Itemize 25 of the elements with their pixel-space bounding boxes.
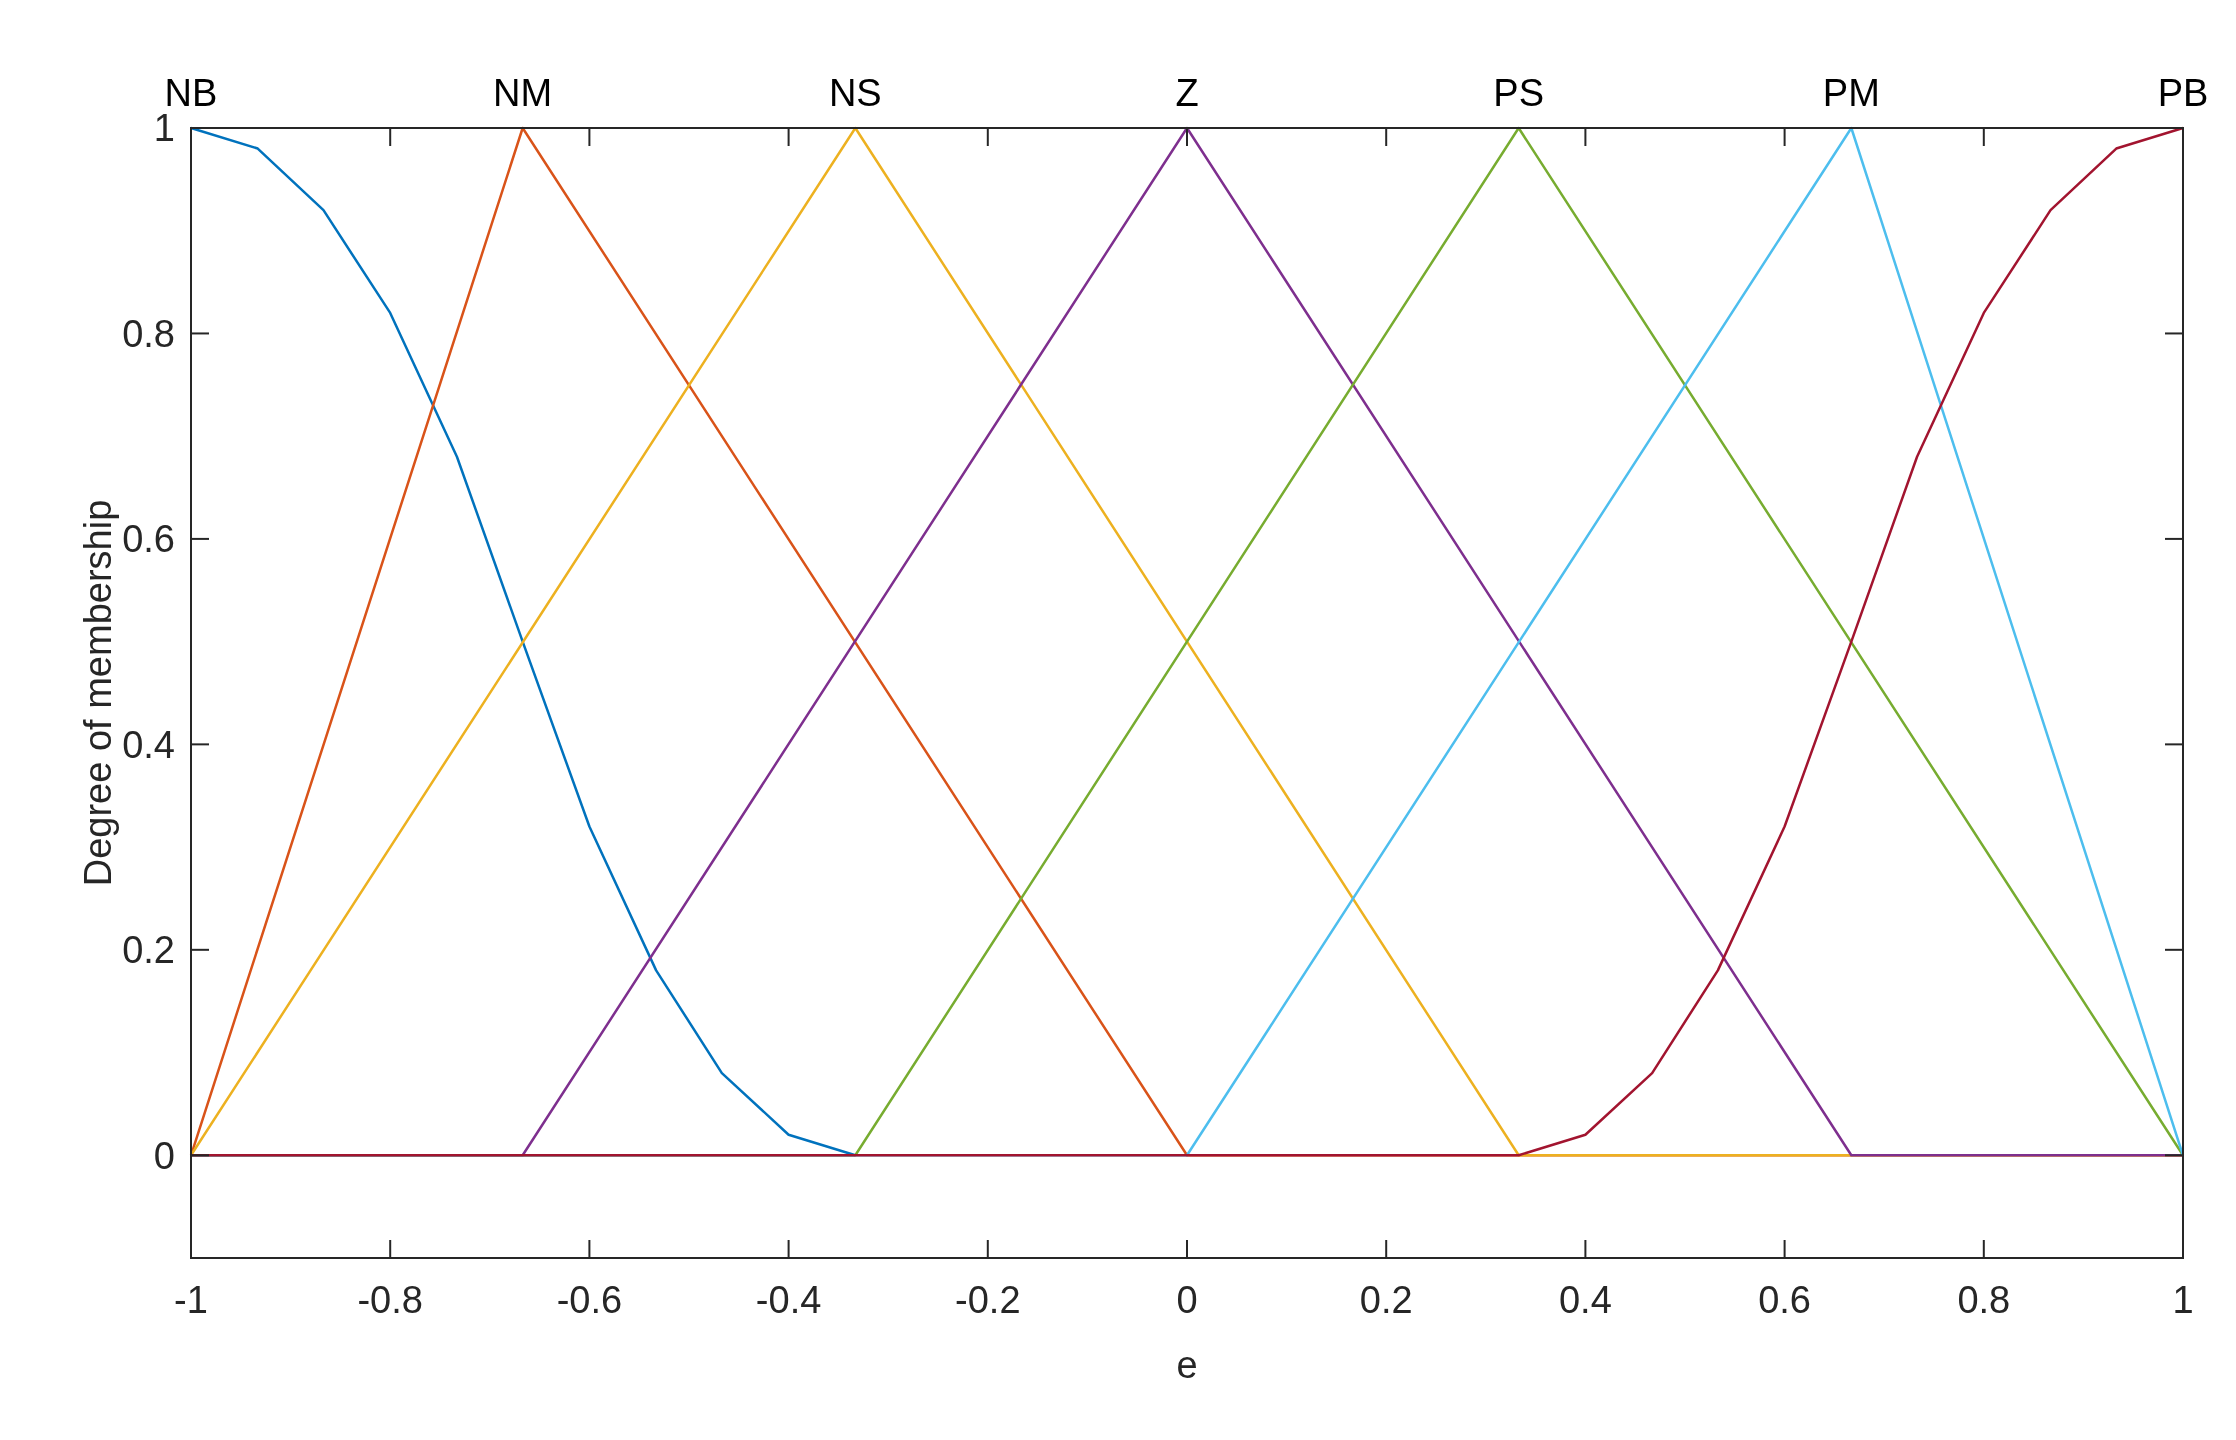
y-tick-label: 0.8 xyxy=(122,312,175,355)
x-tick-label: 0.8 xyxy=(1957,1279,2011,1321)
x-tick-label: 0.2 xyxy=(1359,1279,1413,1321)
x-tick-label: 0.6 xyxy=(1758,1279,1812,1321)
series-label: NS xyxy=(828,72,882,114)
x-tick-label: -0.8 xyxy=(357,1279,423,1321)
series-label: PS xyxy=(1493,72,1545,114)
x-tick-label: -0.6 xyxy=(556,1279,623,1321)
series-label: PB xyxy=(2157,72,2209,114)
y-tick-label: 0.4 xyxy=(122,723,175,766)
series-label: PM xyxy=(1822,72,1880,114)
x-axis-title: e xyxy=(1176,1344,1198,1386)
y-tick-label: 0 xyxy=(153,1134,175,1177)
x-tick-label: -0.4 xyxy=(755,1279,822,1321)
x-tick-label: 1 xyxy=(2172,1279,2194,1321)
series-label: NM xyxy=(493,72,553,114)
y-axis-title: Degree of membership xyxy=(77,499,119,887)
y-tick-label: 0.6 xyxy=(122,518,175,561)
y-tick-label: 0.2 xyxy=(122,929,175,972)
x-tick-label: 0 xyxy=(1176,1279,1198,1321)
line-series xyxy=(189,126,857,1157)
series-label: Z xyxy=(1175,72,1199,114)
x-tick-label: -1 xyxy=(174,1279,208,1321)
x-tick-label: 0.4 xyxy=(1558,1279,1612,1321)
x-tick-label: -0.2 xyxy=(955,1279,1021,1321)
